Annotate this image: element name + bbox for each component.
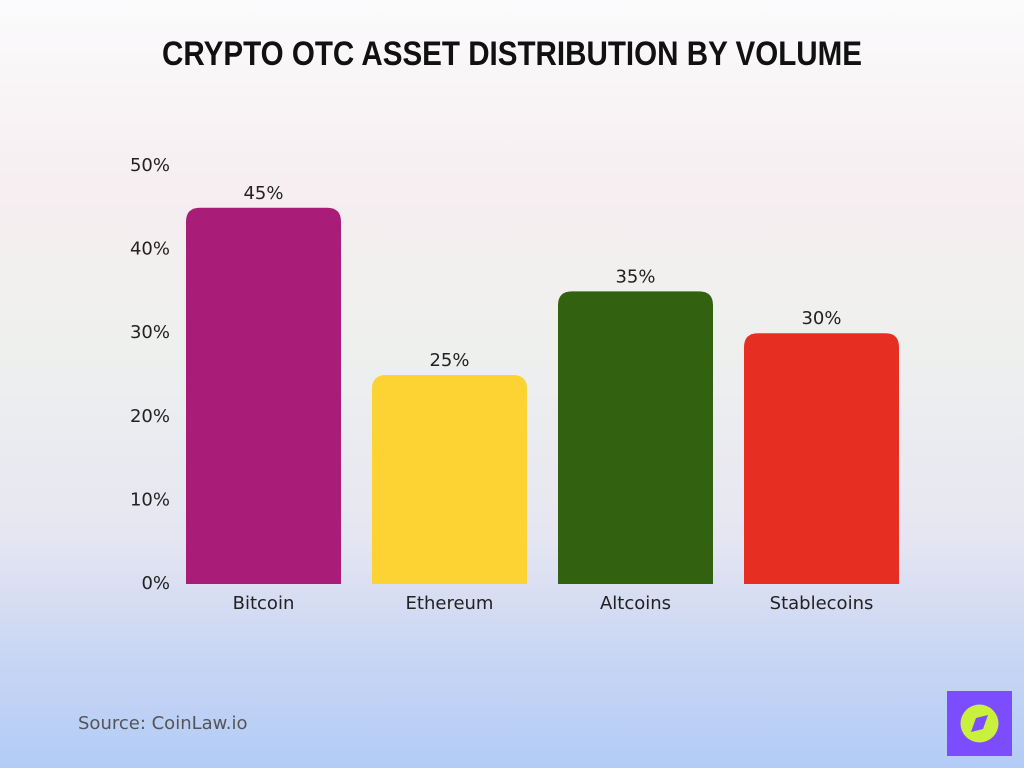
logo: [947, 691, 1012, 756]
x-tick-label: Ethereum: [406, 593, 494, 614]
bar: [558, 291, 713, 584]
source-note: Source: CoinLaw.io: [78, 713, 247, 734]
y-tick-label: 0%: [141, 573, 170, 594]
value-label: 30%: [801, 308, 841, 329]
value-label: 25%: [429, 350, 469, 371]
y-tick-label: 30%: [130, 322, 170, 343]
y-tick-label: 20%: [130, 406, 170, 427]
value-label: 45%: [243, 183, 283, 204]
value-label: 35%: [615, 266, 655, 287]
bar: [372, 375, 527, 584]
x-tick-label: Stablecoins: [770, 593, 874, 614]
x-tick-label: Bitcoin: [233, 593, 295, 614]
x-tick-label: Altcoins: [600, 593, 671, 614]
y-tick-label: 40%: [130, 239, 170, 260]
y-tick-label: 50%: [130, 155, 170, 176]
bar: [186, 207, 341, 585]
bar: [744, 333, 899, 584]
y-tick-label: 10%: [130, 489, 170, 510]
chart-title: Crypto OTC Asset Distribution by Volume: [162, 35, 862, 73]
logo-needle: [971, 715, 988, 732]
